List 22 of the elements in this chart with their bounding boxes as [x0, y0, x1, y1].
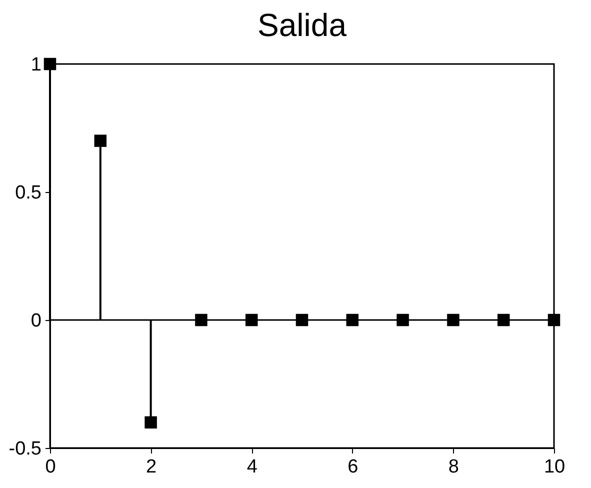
x-tick-label: 8 — [448, 456, 459, 478]
point — [447, 314, 460, 326]
y-tick-label: 0.5 — [15, 182, 42, 204]
point — [396, 314, 409, 326]
point — [548, 314, 560, 326]
y-tick-label: 0 — [30, 310, 42, 332]
point — [497, 314, 510, 326]
chart-title: Salida — [258, 7, 347, 43]
point — [346, 314, 359, 326]
point — [94, 134, 107, 147]
x-tick-label: 10 — [544, 456, 566, 478]
y-tick-label: -0.5 — [8, 438, 42, 460]
x-tick-label: 2 — [146, 456, 157, 478]
point — [245, 314, 258, 326]
point — [296, 314, 308, 326]
x-tick-label: 4 — [246, 456, 258, 478]
point — [144, 416, 157, 429]
x-tick-label: 0 — [45, 456, 56, 478]
point — [195, 314, 208, 326]
point — [44, 58, 56, 70]
x-tick-label: 6 — [348, 456, 358, 478]
y-tick-label: 1 — [30, 54, 42, 76]
